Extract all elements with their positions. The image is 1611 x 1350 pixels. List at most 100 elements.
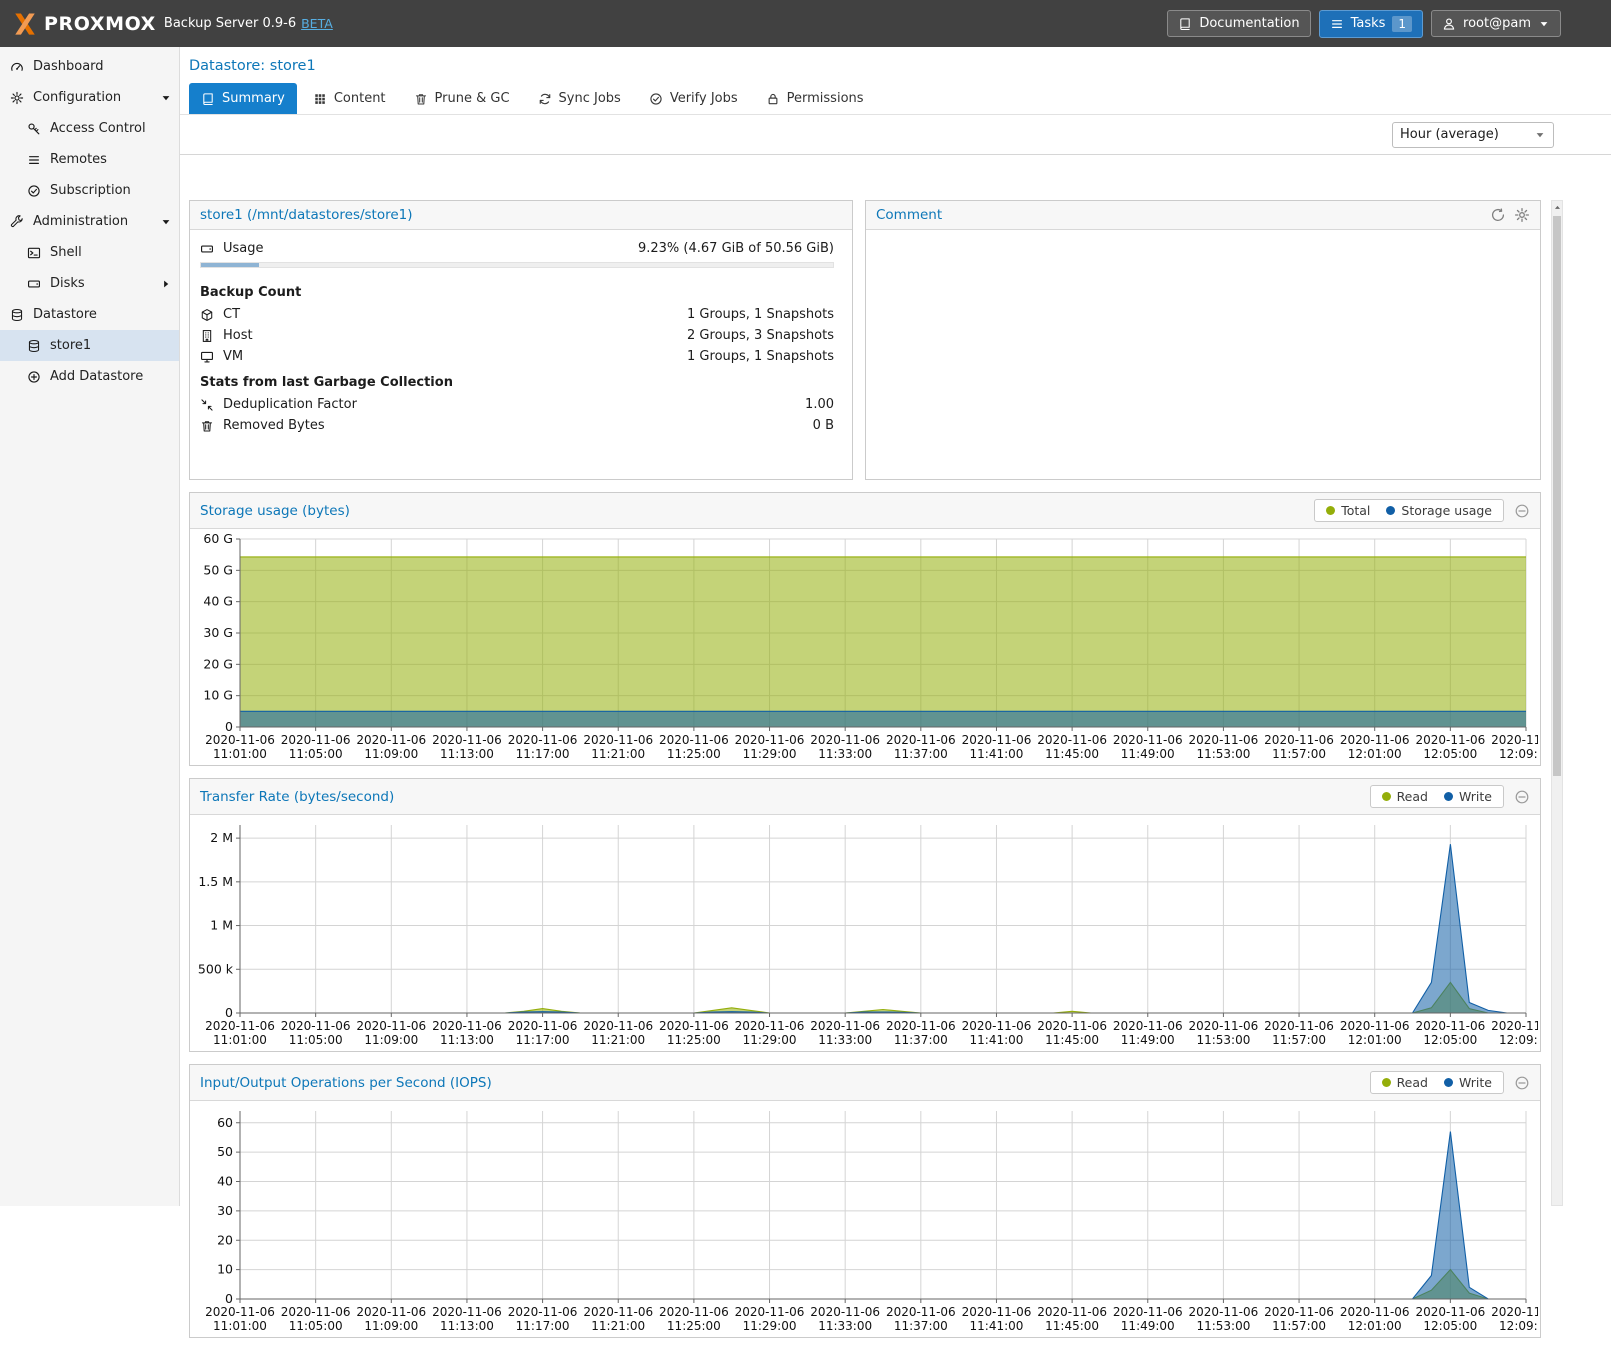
collapse-chart-icon[interactable] bbox=[1514, 503, 1530, 519]
legend-item[interactable]: Read bbox=[1382, 1075, 1428, 1090]
main-area: Datastore: store1 Summary Content Prune … bbox=[180, 47, 1611, 1206]
svg-text:11:25:00: 11:25:00 bbox=[667, 1319, 721, 1333]
chevron-down-icon[interactable] bbox=[160, 216, 172, 228]
svg-text:11:53:00: 11:53:00 bbox=[1196, 747, 1250, 761]
svg-text:30: 30 bbox=[217, 1203, 233, 1218]
svg-text:2020-11-06: 2020-11-06 bbox=[205, 1305, 275, 1319]
tab-prune-gc[interactable]: Prune & GC bbox=[402, 83, 522, 114]
sidebar-item-disks[interactable]: Disks bbox=[0, 268, 179, 299]
sidebar-item-add-datastore[interactable]: Add Datastore bbox=[0, 361, 179, 392]
svg-text:11:13:00: 11:13:00 bbox=[440, 1033, 494, 1047]
svg-text:11:01:00: 11:01:00 bbox=[213, 1033, 267, 1047]
svg-text:11:21:00: 11:21:00 bbox=[591, 1319, 645, 1333]
user-menu-button[interactable]: root@pam bbox=[1431, 10, 1561, 37]
trash-icon bbox=[200, 419, 214, 433]
legend-label: Total bbox=[1341, 503, 1370, 518]
svg-text:2020-11-06: 2020-11-06 bbox=[962, 733, 1032, 747]
legend-item[interactable]: Write bbox=[1444, 789, 1492, 804]
legend-item[interactable]: Total bbox=[1326, 503, 1370, 518]
svg-text:2020-11-06: 2020-11-06 bbox=[356, 733, 426, 747]
table-row: Removed Bytes 0 B bbox=[190, 415, 852, 436]
tasks-button[interactable]: Tasks 1 bbox=[1319, 10, 1423, 38]
beta-link[interactable]: BETA bbox=[301, 16, 333, 31]
panel-title: Transfer Rate (bytes/second) bbox=[200, 789, 394, 805]
row-value: 0 B bbox=[813, 418, 834, 433]
panel-title: Storage usage (bytes) bbox=[200, 503, 350, 519]
svg-text:2020-11-06: 2020-11-06 bbox=[281, 733, 351, 747]
svg-text:1.5 M: 1.5 M bbox=[198, 874, 233, 889]
svg-text:11:53:00: 11:53:00 bbox=[1196, 1033, 1250, 1047]
tab-sync-jobs[interactable]: Sync Jobs bbox=[526, 83, 633, 114]
tab-verify-jobs[interactable]: Verify Jobs bbox=[637, 83, 750, 114]
sidebar-item-remotes[interactable]: Remotes bbox=[0, 144, 179, 175]
brand-name: PROXMOX bbox=[44, 13, 156, 35]
svg-text:2020-11-06: 2020-11-06 bbox=[1264, 1019, 1334, 1033]
svg-text:11:33:00: 11:33:00 bbox=[818, 1319, 872, 1333]
svg-text:11:45:00: 11:45:00 bbox=[1045, 1033, 1099, 1047]
trash-icon bbox=[414, 92, 428, 106]
iops-panel: Input/Output Operations per Second (IOPS… bbox=[189, 1064, 1541, 1338]
vertical-scrollbar[interactable] bbox=[1551, 200, 1563, 1206]
timeframe-value: Hour (average) bbox=[1400, 127, 1499, 142]
svg-text:11:33:00: 11:33:00 bbox=[818, 747, 872, 761]
svg-text:2020-11-06: 2020-11-06 bbox=[735, 733, 805, 747]
sidebar-item-configuration[interactable]: Configuration bbox=[0, 82, 179, 113]
sidebar-item-datastore[interactable]: Datastore bbox=[0, 299, 179, 330]
svg-text:2020-11-06: 2020-11-06 bbox=[1264, 733, 1334, 747]
sidebar-item-label: Datastore bbox=[33, 307, 97, 322]
scrollbar-thumb[interactable] bbox=[1553, 216, 1561, 776]
svg-text:11:01:00: 11:01:00 bbox=[213, 747, 267, 761]
svg-text:2020-11-06: 2020-11-06 bbox=[810, 733, 880, 747]
timeframe-select[interactable]: Hour (average) bbox=[1392, 122, 1554, 148]
legend-item[interactable]: Read bbox=[1382, 789, 1428, 804]
svg-text:11:53:00: 11:53:00 bbox=[1196, 1319, 1250, 1333]
reload-icon[interactable] bbox=[1490, 207, 1506, 223]
comment-text[interactable] bbox=[866, 230, 1540, 250]
sidebar-item-dashboard[interactable]: Dashboard bbox=[0, 51, 179, 82]
svg-text:2020-11-06: 2020-11-06 bbox=[659, 1305, 729, 1319]
svg-text:12:09:00: 12:09:00 bbox=[1499, 747, 1538, 761]
legend-label: Storage usage bbox=[1401, 503, 1492, 518]
sidebar-item-store1[interactable]: store1 bbox=[0, 330, 179, 361]
svg-text:2020-11-06: 2020-11-06 bbox=[281, 1019, 351, 1033]
collapse-chart-icon[interactable] bbox=[1514, 1075, 1530, 1091]
tab-permissions[interactable]: Permissions bbox=[754, 83, 876, 114]
svg-text:11:45:00: 11:45:00 bbox=[1045, 1319, 1099, 1333]
tab-label: Summary bbox=[222, 91, 285, 106]
svg-text:11:57:00: 11:57:00 bbox=[1272, 747, 1326, 761]
tab-content[interactable]: Content bbox=[301, 83, 398, 114]
svg-text:12:01:00: 12:01:00 bbox=[1348, 1033, 1402, 1047]
legend-item[interactable]: Storage usage bbox=[1386, 503, 1492, 518]
svg-text:2020-11-06: 2020-11-06 bbox=[1113, 1019, 1183, 1033]
svg-text:12:05:00: 12:05:00 bbox=[1423, 1319, 1477, 1333]
grid-icon bbox=[313, 92, 327, 106]
chevron-down-icon[interactable] bbox=[160, 92, 172, 104]
legend-item[interactable]: Write bbox=[1444, 1075, 1492, 1090]
sidebar-item-shell[interactable]: Shell bbox=[0, 237, 179, 268]
chevron-down-icon bbox=[1534, 129, 1546, 141]
svg-text:2020-11-06: 2020-11-06 bbox=[1037, 1019, 1107, 1033]
sidebar-item-administration[interactable]: Administration bbox=[0, 206, 179, 237]
table-row: VM 1 Groups, 1 Snapshots bbox=[190, 346, 852, 367]
gear-icon bbox=[10, 91, 24, 105]
svg-text:11:29:00: 11:29:00 bbox=[743, 747, 797, 761]
documentation-button[interactable]: Documentation bbox=[1167, 10, 1310, 37]
arrow-up-icon bbox=[1553, 203, 1562, 212]
gear-icon[interactable] bbox=[1514, 207, 1530, 223]
sidebar-item-subscription[interactable]: Subscription bbox=[0, 175, 179, 206]
svg-text:20 G: 20 G bbox=[203, 656, 233, 671]
tab-label: Prune & GC bbox=[435, 91, 510, 106]
tab-summary[interactable]: Summary bbox=[189, 83, 297, 114]
svg-text:2020-11-06: 2020-11-06 bbox=[735, 1019, 805, 1033]
svg-text:12:01:00: 12:01:00 bbox=[1348, 1319, 1402, 1333]
book-icon bbox=[1178, 17, 1192, 31]
sync-icon bbox=[538, 92, 552, 106]
sidebar-item-access-control[interactable]: Access Control bbox=[0, 113, 179, 144]
plus-circle-icon bbox=[27, 370, 41, 384]
svg-text:2020-11-06: 2020-11-06 bbox=[810, 1305, 880, 1319]
scrollbar-up-arrow[interactable] bbox=[1552, 201, 1562, 214]
chevron-right-icon[interactable] bbox=[160, 278, 172, 290]
sidebar-item-label: Add Datastore bbox=[50, 369, 143, 384]
usage-value: 9.23% (4.67 GiB of 50.56 GiB) bbox=[638, 241, 834, 256]
collapse-chart-icon[interactable] bbox=[1514, 789, 1530, 805]
